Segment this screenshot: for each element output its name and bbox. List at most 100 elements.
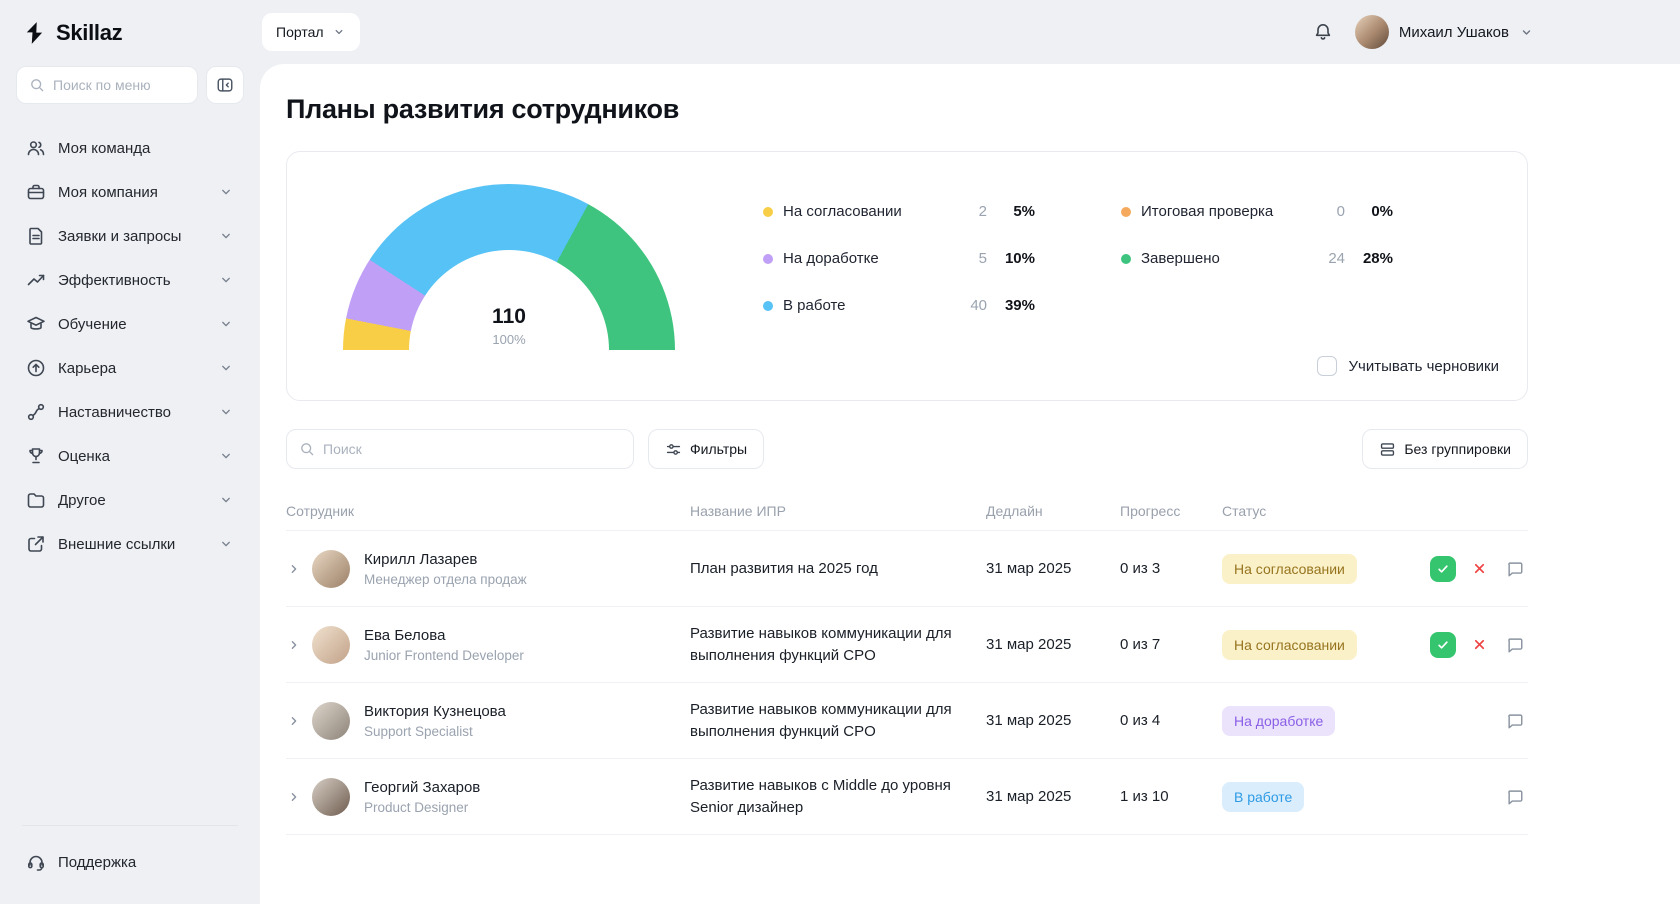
legend-percent: 0% [1371, 203, 1393, 220]
progress: 1 из 10 [1120, 788, 1169, 805]
expand-row-icon[interactable] [286, 637, 302, 653]
legend-label: На согласовании [783, 203, 902, 220]
checkbox-icon[interactable] [1316, 356, 1337, 376]
legend-item: На согласовании 2 5% [763, 188, 1035, 235]
sidebar-item-label: Другое [58, 491, 106, 509]
legend-percent: 5% [1013, 203, 1035, 220]
notifications-button[interactable] [1309, 18, 1337, 46]
grouping-button[interactable]: Без группировки [1362, 429, 1528, 469]
table-search[interactable] [286, 429, 634, 469]
education-icon [26, 314, 46, 334]
filter-sliders-icon [665, 441, 682, 458]
sidebar-item-external-links[interactable]: Внешние ссылки [16, 522, 244, 566]
deadline: 31 мар 2025 [986, 560, 1072, 577]
folder-icon [26, 490, 46, 510]
user-avatar [1354, 15, 1389, 49]
legend-dot [763, 206, 773, 217]
deadline: 31 мар 2025 [986, 788, 1072, 805]
comment-icon [1506, 712, 1524, 730]
topbar: Портал Михаил Ушаков [260, 0, 1680, 64]
chevron-down-icon [218, 228, 234, 244]
approve-button[interactable] [1430, 555, 1456, 582]
employee-avatar [312, 701, 350, 740]
legend-dot [763, 300, 773, 311]
comment-button[interactable] [1502, 632, 1528, 658]
legend-percent: 39% [1004, 297, 1035, 314]
legend-item: Итоговая проверка 0 0% [1121, 188, 1393, 235]
reject-button[interactable] [1466, 556, 1492, 582]
sidebar-item-requests[interactable]: Заявки и запросы [16, 214, 244, 258]
sidebar-item-mentoring[interactable]: Наставничество [16, 390, 244, 434]
sidebar-item-effectiveness[interactable]: Эффективность [16, 258, 244, 302]
search-icon [29, 77, 45, 93]
sidebar-item-label: Оценка [58, 447, 110, 465]
approve-button[interactable] [1430, 631, 1456, 658]
external-link-icon [26, 534, 46, 554]
comment-button[interactable] [1502, 708, 1528, 734]
career-icon [26, 358, 46, 378]
sidebar-item-assessment[interactable]: Оценка [16, 434, 244, 478]
col-header-deadline: Дедлайн [986, 502, 1043, 519]
comment-icon [1506, 560, 1524, 578]
sidebar-search-input[interactable] [53, 77, 185, 93]
legend-percent: 28% [1362, 250, 1393, 267]
employee-avatar [312, 549, 350, 588]
table-row[interactable]: Виктория Кузнецова Support Specialist Ра… [286, 683, 1528, 759]
expand-row-icon[interactable] [286, 713, 302, 729]
legend-count: 0 [1336, 203, 1345, 220]
legend-item: Завершено 24 28% [1121, 235, 1393, 282]
plan-title: Развитие навыков коммуникации для выполн… [690, 624, 952, 664]
expand-row-icon[interactable] [286, 789, 302, 805]
sidebar-item-support[interactable]: Поддержка [16, 840, 244, 884]
include-drafts-checkbox[interactable]: Учитывать черновики [1316, 356, 1499, 376]
legend-count: 2 [978, 203, 987, 220]
x-icon [1472, 637, 1487, 652]
legend-count: 5 [978, 250, 987, 267]
comment-button[interactable] [1502, 556, 1528, 582]
sidebar-item-other[interactable]: Другое [16, 478, 244, 522]
document-icon [26, 226, 46, 246]
sidebar-item-my-team[interactable]: Моя команда [16, 126, 244, 170]
employee-name: Ева Белова [364, 626, 446, 644]
employee-role: Junior Frontend Developer [364, 647, 524, 663]
sidebar-collapse-button[interactable] [206, 66, 244, 104]
table-row[interactable]: Георгий Захаров Product Designer Развити… [286, 759, 1528, 835]
sidebar-item-label: Моя команда [58, 139, 151, 157]
sidebar-search[interactable] [16, 66, 198, 104]
sidebar-item-label: Карьера [58, 359, 117, 377]
table-search-input[interactable] [323, 441, 621, 457]
expand-row-icon[interactable] [286, 561, 302, 577]
user-name: Михаил Ушаков [1398, 23, 1509, 41]
table-row[interactable]: Кирилл Лазарев Менеджер отдела продаж Пл… [286, 531, 1528, 607]
user-menu[interactable]: Михаил Ушаков [1354, 15, 1534, 49]
sidebar-item-my-company[interactable]: Моя компания [16, 170, 244, 214]
chevron-down-icon [218, 448, 234, 464]
grouping-label: Без группировки [1404, 441, 1511, 457]
legend-item: В работе 40 39% [763, 282, 1035, 329]
plan-title: Развитие навыков коммуникации для выполн… [690, 700, 952, 740]
reject-button[interactable] [1466, 632, 1492, 658]
sidebar-divider [22, 825, 238, 826]
sidebar-item-learning[interactable]: Обучение [16, 302, 244, 346]
status-badge: На согласовании [1222, 629, 1357, 660]
portal-label: Портал [276, 24, 324, 40]
table-row[interactable]: Ева Белова Junior Frontend Developer Раз… [286, 607, 1528, 683]
sidebar-item-career[interactable]: Карьера [16, 346, 244, 390]
bell-icon [1313, 22, 1333, 42]
filters-button[interactable]: Фильтры [648, 429, 765, 469]
filters-label: Фильтры [690, 441, 748, 457]
portal-selector[interactable]: Портал [262, 13, 360, 51]
legend-percent: 10% [1004, 250, 1035, 267]
sidebar-menu: Моя команда Моя компания Заявки и запрос… [16, 126, 244, 566]
comment-button[interactable] [1502, 784, 1528, 810]
comment-icon [1506, 636, 1524, 654]
employee-name: Кирилл Лазарев [364, 550, 478, 568]
chevron-down-icon [218, 404, 234, 420]
plan-title: Развитие навыков с Middle до уровня Seni… [690, 776, 951, 816]
col-header-status: Статус [1222, 502, 1267, 519]
legend-count: 40 [970, 297, 987, 314]
idp-table: Сотрудник Название ИПР Дедлайн Прогресс … [286, 491, 1528, 835]
employee-avatar [312, 625, 350, 664]
legend-label: Завершено [1141, 250, 1220, 267]
employee-role: Product Designer [364, 799, 469, 815]
